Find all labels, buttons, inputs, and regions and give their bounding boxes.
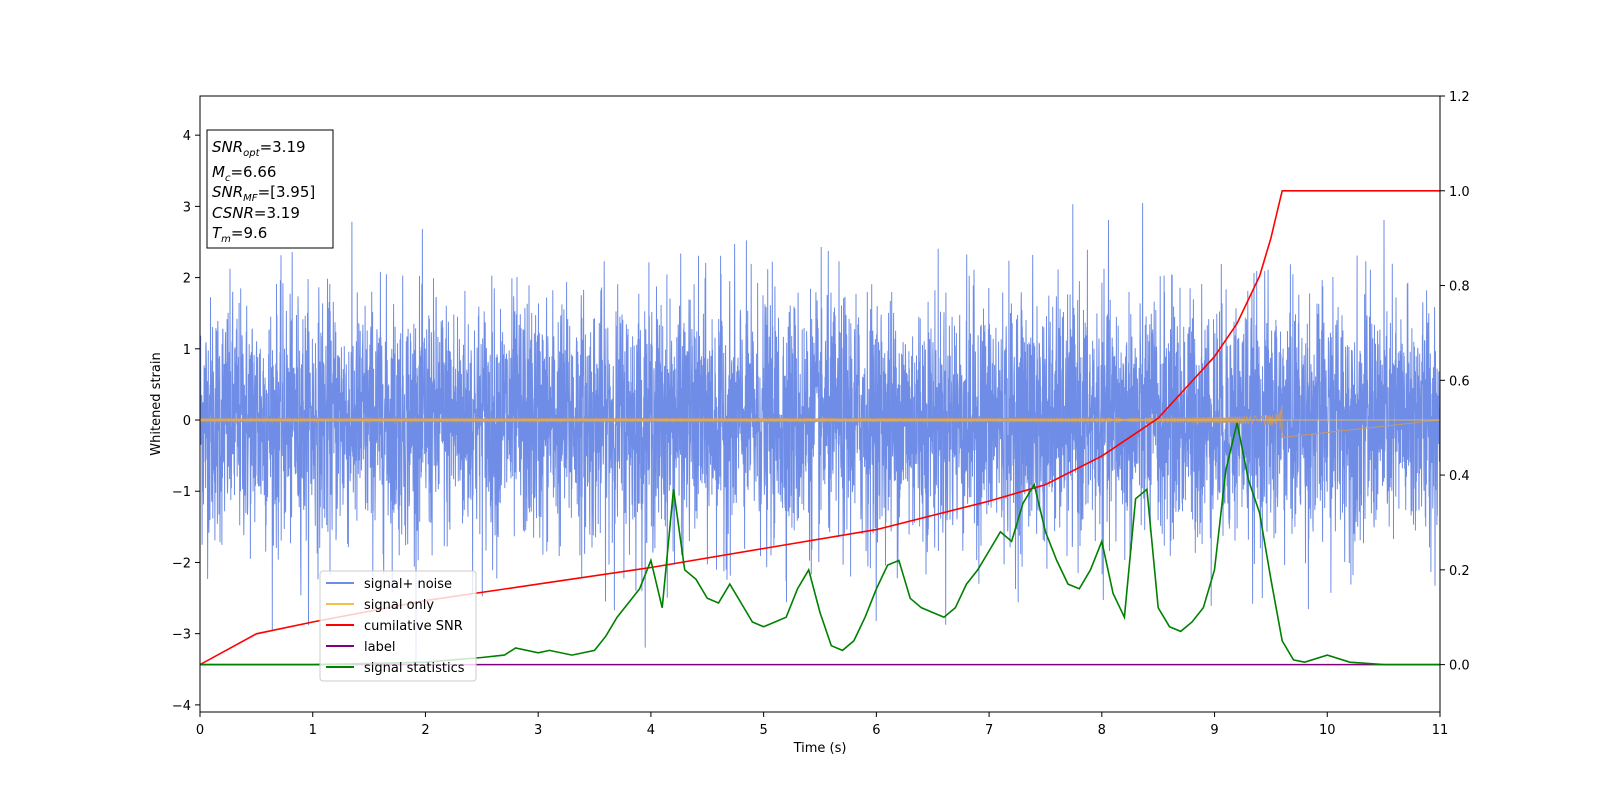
x-tick-label: 9 [1210, 723, 1218, 738]
legend-label-label: label [364, 640, 395, 655]
y-right-tick-label: 0.0 [1449, 659, 1470, 674]
info-snr-opt: SNRopt=3.19 [212, 138, 306, 159]
x-tick-label: 2 [421, 723, 429, 738]
x-tick-label: 4 [647, 723, 655, 738]
x-tick-label: 0 [196, 723, 204, 738]
y-left-tick-label: −1 [172, 485, 191, 500]
x-tick-label: 10 [1319, 723, 1336, 738]
legend-label-cumulative: cumilative SNR [364, 619, 463, 634]
x-tick-label: 5 [759, 723, 767, 738]
x-tick-label: 11 [1432, 723, 1449, 738]
x-tick-label: 6 [872, 723, 880, 738]
info-box: SNRopt=3.19 Mc=6.66 SNRMF=[3.95] CSNR=3.… [206, 129, 334, 249]
info-chirp-mass: Mc=6.66 [212, 163, 276, 184]
legend: signal+ noise signal only cumilative SNR… [319, 570, 477, 682]
legend-label-signal: signal only [364, 598, 434, 613]
info-csnr: CSNR=3.19 [212, 204, 300, 222]
x-axis-label: Time (s) [793, 741, 847, 756]
legend-label-statistics: signal statistics [364, 661, 465, 676]
y-axis-label: Whitened strain [149, 352, 164, 455]
x-tick-label: 3 [534, 723, 542, 738]
y-right-tick-label: 1.2 [1449, 90, 1470, 105]
y-left-tick-label: −4 [172, 699, 191, 714]
y-right-tick-label: 0.8 [1449, 280, 1470, 295]
y-left-tick-label: 0 [183, 414, 191, 429]
legend-label-noise: signal+ noise [364, 577, 452, 592]
y-left-tick-label: 3 [183, 200, 191, 215]
y-right-tick-label: 0.4 [1449, 469, 1470, 484]
axes-frame [199, 95, 1441, 713]
series-signal-statistics [200, 422, 1440, 666]
series-signal-noise [200, 203, 1440, 664]
x-tick-label: 1 [309, 723, 317, 738]
y-right-tick-label: 0.2 [1449, 564, 1470, 579]
y-left-tick-label: −3 [172, 628, 191, 643]
y-right-tick-label: 1.0 [1449, 185, 1470, 200]
y-right-tick-label: 0.6 [1449, 374, 1470, 389]
y-left-tick-label: 4 [183, 129, 191, 144]
y-left-tick-label: 2 [183, 272, 191, 287]
info-merger-time: Tm=9.6 [212, 224, 267, 245]
legend-frame [319, 570, 477, 682]
info-box-frame [206, 129, 334, 249]
y-left-tick-label: −2 [172, 556, 191, 571]
x-tick-label: 8 [1098, 723, 1106, 738]
x-tick-label: 7 [985, 723, 993, 738]
info-snr-mf: SNRMF=[3.95] [212, 183, 315, 204]
y-left-tick-label: 1 [183, 343, 191, 358]
axis-ticks: 0 1 2 3 4 5 6 7 8 9 10 11 −4 −3 −2 −1 0 1 2 3 4 0.0 0.2 0.4 0.6 0… [172, 90, 1470, 738]
